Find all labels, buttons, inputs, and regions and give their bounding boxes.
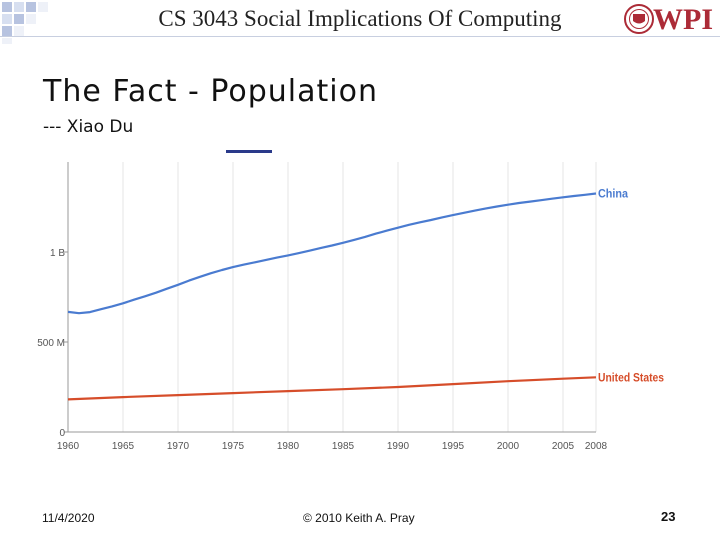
slide-subtitle: --- Xiao Du (43, 117, 134, 137)
corner-decoration (0, 0, 60, 44)
series-line-china (67, 192, 597, 315)
series-label-china: China (598, 187, 628, 201)
footer-copyright: © 2010 Keith A. Pray (303, 511, 415, 525)
y-tick-label: 0 (59, 428, 65, 439)
x-tick-label: 1975 (222, 441, 245, 452)
chart-top-mark (226, 150, 272, 153)
page-number: 23 (661, 509, 676, 524)
course-title: CS 3043 Social Implications Of Computing (158, 6, 562, 31)
x-tick-label: 2008 (585, 441, 608, 452)
series-label-united-states: United States (598, 370, 664, 384)
wpi-logo-text: WPI (653, 3, 713, 36)
population-chart: 1960 1965 1970 1975 1980 1985 1990 1995 2000 2005… (37, 150, 664, 452)
x-tick-label: 2000 (497, 441, 520, 452)
footer-date: 11/4/2020 (42, 511, 95, 525)
university-seal (624, 2, 654, 41)
x-tick-label: 2005 (552, 441, 575, 452)
y-tick-label: 500 M (37, 338, 65, 349)
x-tick-label: 1965 (112, 441, 135, 452)
x-tick-label: 1990 (387, 441, 410, 452)
header-divider (0, 36, 720, 37)
x-tick-label: 1960 (57, 441, 80, 452)
y-tick-label: 1 B (50, 248, 65, 259)
x-tick-label: 1980 (277, 441, 300, 452)
x-tick-label: 1995 (442, 441, 465, 452)
series-line-united-states (67, 376, 597, 401)
x-tick-label: 1970 (167, 441, 190, 452)
x-tick-label: 1985 (332, 441, 355, 452)
slide-title: The Fact - Population (43, 74, 378, 109)
